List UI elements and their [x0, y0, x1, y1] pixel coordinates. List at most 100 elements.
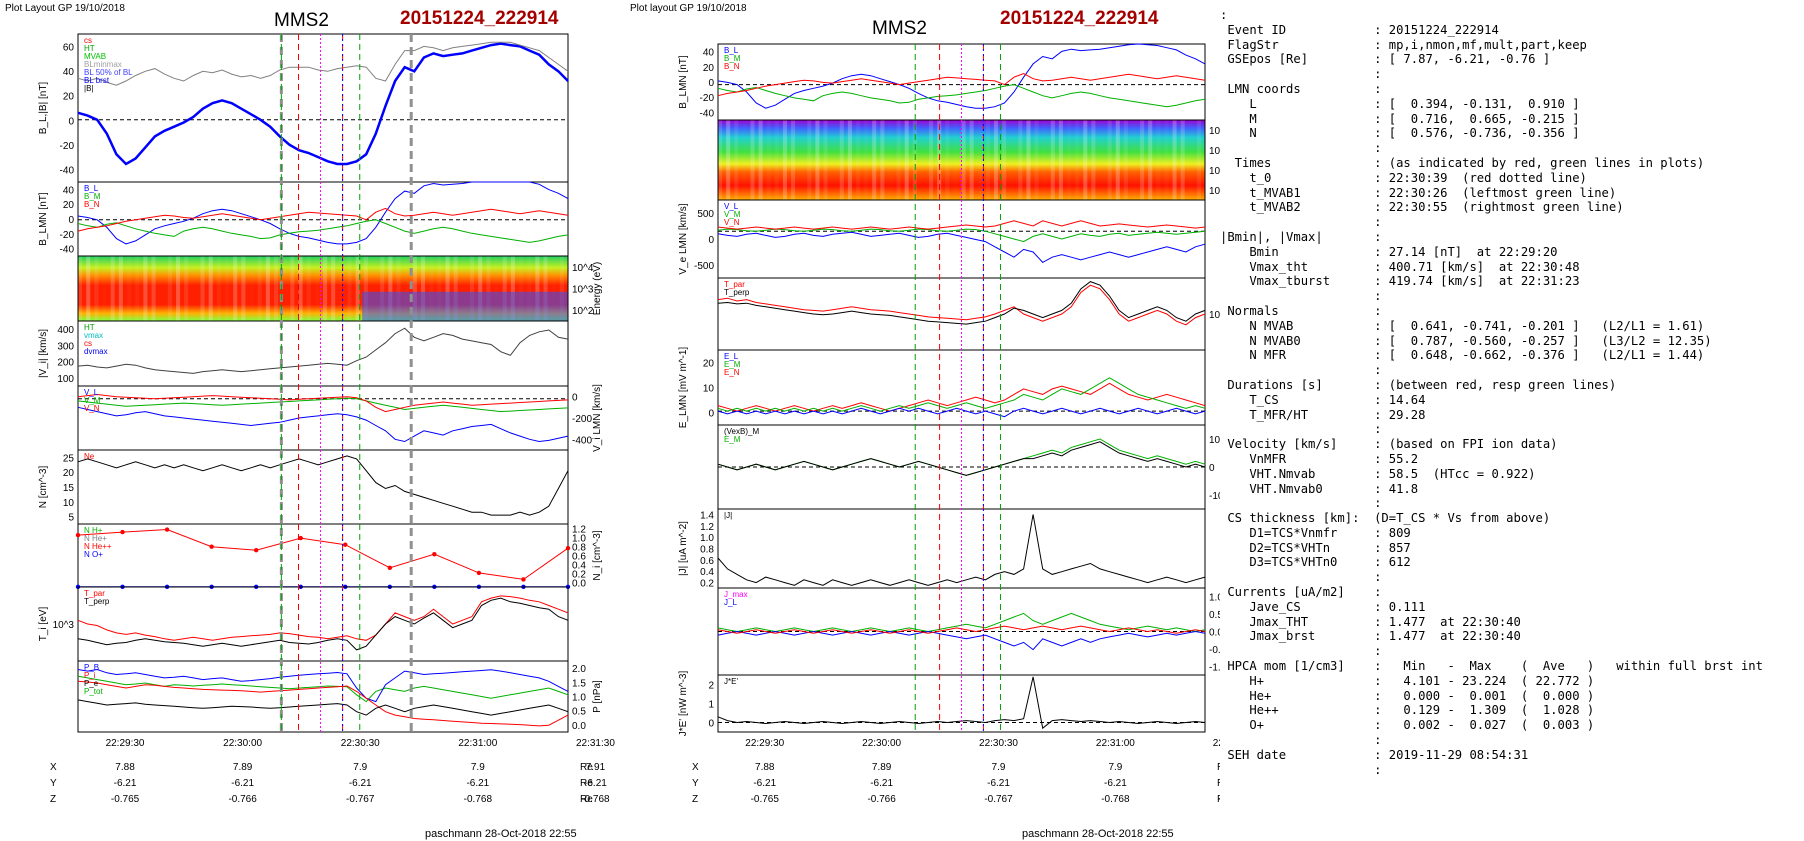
y-tick-label: -40 — [60, 166, 75, 177]
spectrogram-strip — [815, 120, 820, 200]
info-line: He++ : 0.129 - 1.309 ( 1.028 ) — [1220, 703, 1595, 718]
y-tick-label: -200 — [572, 414, 592, 425]
info-line: : — [1220, 496, 1382, 511]
y-tick-label: 0 — [708, 78, 714, 89]
x-tick-label: 22:31:00 — [458, 738, 497, 749]
series-line — [77, 181, 569, 245]
info-line: t_0 : 22:30:39 (red dotted line) — [1220, 170, 1587, 185]
data-point — [120, 529, 125, 535]
spectrogram-strip — [306, 256, 311, 321]
info-line: Bmin : 27.14 [nT] at 22:29:20 — [1220, 244, 1558, 259]
data-point — [476, 570, 482, 576]
y-tick-label: 1.2 — [572, 525, 586, 536]
y-tick-label: 40 — [63, 67, 75, 78]
x-tick-label: 22:30:30 — [341, 738, 380, 749]
orbit-unit: Re — [580, 762, 593, 773]
spectrogram-strip — [421, 256, 426, 321]
spectrogram-strip — [1083, 120, 1088, 200]
spectrogram-strip — [323, 256, 328, 321]
orbit-value: 7.89 — [872, 762, 892, 773]
middle-header: Plot layout GP 19/10/2018 — [630, 3, 747, 14]
info-line: Vmax_tburst : 419.74 [km/s] at 22:31:23 — [1220, 274, 1580, 289]
x-tick-label: 22:30:00 — [223, 738, 262, 749]
y-tick-label: 1.0 — [1209, 593, 1220, 604]
spectrogram-strip — [1075, 120, 1080, 200]
legend-entry: HT — [84, 44, 95, 53]
data-point — [521, 577, 526, 582]
spectrogram-strip — [78, 256, 83, 321]
info-line: : — [1220, 8, 1228, 22]
y-tick-label: 10^1 — [1209, 186, 1220, 197]
spectrogram-strip — [1156, 120, 1161, 200]
orbit-value: -0.765 — [751, 794, 780, 805]
y-axis-label: E_LMN [mV m^-1] — [678, 347, 689, 429]
y-tick-label: 1 — [708, 700, 714, 711]
orbit-value: 7.9 — [992, 762, 1006, 773]
orbit-value: -6.21 — [466, 778, 489, 789]
orbit-value: -0.768 — [581, 794, 610, 805]
series-line — [77, 699, 569, 716]
spectrogram-strip — [559, 256, 564, 321]
y-tick-label: 0.4 — [700, 567, 714, 578]
info-line: FlagStr : mp,i,nmon,mf,mult,part,keep — [1220, 37, 1587, 52]
y-tick-label: -20 — [700, 93, 715, 104]
series-line — [77, 393, 569, 413]
series-line — [77, 668, 569, 703]
y-tick-label: 1.0 — [572, 534, 586, 545]
y-tick-label: 1.0 — [572, 693, 586, 704]
spectrogram-strip — [985, 120, 990, 200]
spectrogram-strip — [200, 256, 205, 321]
info-line: : — [1220, 644, 1382, 659]
info-line: Event ID : 20151224_222914 — [1220, 22, 1499, 37]
legend-entry: B_N — [724, 62, 740, 71]
spectrogram-strip — [176, 256, 181, 321]
orbit-value: 7.88 — [755, 762, 775, 773]
y-axis-label: |V_i| [km/s] — [38, 329, 49, 378]
spectrogram-strip — [791, 120, 796, 200]
y-tick-label: 10^4 — [572, 263, 594, 274]
spectrogram-strip — [535, 256, 540, 321]
legend-entry: B_M — [724, 54, 741, 63]
legend-entry: N O+ — [84, 550, 103, 559]
panel-0: 40 20 0 -20 -40 B_LMN [nT] B_LB_MB_N — [678, 43, 1206, 121]
info-line: : — [1220, 289, 1382, 304]
info-line: : — [1220, 762, 1382, 777]
orbit-value: -6.21 — [231, 778, 254, 789]
spectrogram-strip — [388, 256, 393, 321]
panel-8: 2.0 1.5 1.0 0.5 0.0 P [nPa] P_BP_iP_eP_tot — [77, 660, 603, 733]
y-tick-label: 1.0 — [700, 533, 714, 544]
info-line: : — [1220, 422, 1382, 437]
legend-entry: T_perp — [84, 597, 110, 606]
legend-entry: P_e — [84, 679, 99, 688]
legend-entry: J_max — [724, 590, 748, 599]
spectrogram-strip — [799, 120, 803, 200]
spectrogram-strip — [807, 120, 812, 200]
y-tick-label: 10^2 — [1209, 166, 1220, 177]
orbit-value: -0.765 — [111, 794, 140, 805]
y-tick-label: 25 — [63, 453, 75, 464]
spectrogram-strip — [1196, 120, 1201, 200]
series-line — [77, 406, 569, 443]
spectrogram-strip — [904, 120, 909, 200]
spectrogram-strip — [110, 256, 115, 321]
spectrogram-strip — [1018, 120, 1023, 200]
spectrogram-strip — [1067, 120, 1071, 200]
x-tick-label: 22:31:30 — [1213, 738, 1220, 749]
orbit-unit: Re — [1217, 794, 1220, 805]
info-line: D2=TCS*VHTn : 857 — [1220, 540, 1411, 555]
spectrogram-strip — [1091, 120, 1096, 200]
spectrogram-strip — [331, 256, 336, 321]
info-line: Vmax_tht : 400.71 [km/s] at 22:30:48 — [1220, 259, 1580, 274]
left-spacecraft-title: MMS2 — [274, 10, 329, 31]
spectrogram-strip — [478, 256, 483, 321]
panel-8: 2 1 0 J*E' [nW m^-3] J*E' — [678, 671, 1206, 736]
spectrogram-strip — [437, 256, 442, 321]
x-tick-label: 22:29:30 — [106, 738, 145, 749]
spectrogram-strip — [1115, 120, 1120, 200]
spectrogram-strip — [208, 256, 213, 321]
spectrogram-strip — [872, 120, 877, 200]
left-header: Plot Layout GP 19/10/2018 — [5, 3, 125, 14]
spectrogram-strip — [216, 256, 221, 321]
